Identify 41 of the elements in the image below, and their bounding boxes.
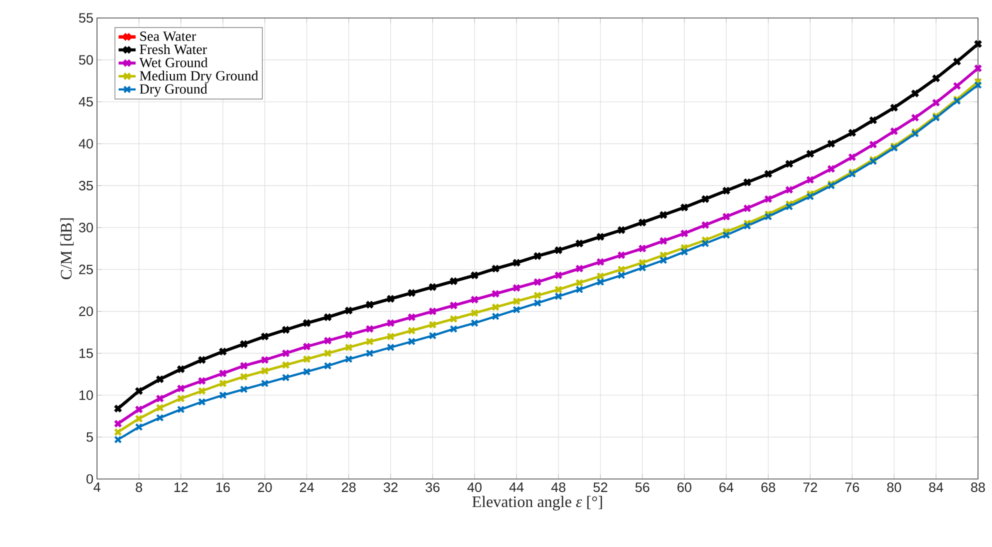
x-tick-label: 88	[971, 482, 985, 492]
legend-label: Medium Dry Ground	[140, 70, 258, 84]
x-tick-label: 40	[467, 482, 482, 492]
legend-label: Sea Water	[140, 32, 196, 41]
x-tick-label: 60	[678, 482, 692, 492]
legend-label: Fresh Water	[140, 44, 207, 54]
x-axis-title: Elevation angle ε [°]	[472, 496, 602, 510]
y-tick-label: 0	[86, 474, 93, 484]
x-tick-label: 8	[136, 482, 142, 492]
y-tick-label: 35	[78, 180, 93, 190]
x-tick-label: 28	[342, 482, 356, 492]
legend-label: Dry Ground	[140, 84, 208, 97]
y-tick-label: 50	[79, 55, 93, 65]
x-tick-label: 72	[803, 482, 818, 492]
y-tick-label: 15	[79, 348, 93, 358]
x-tick-label: 64	[719, 482, 734, 492]
y-tick-label: 30	[78, 222, 93, 232]
x-tick-label: 68	[761, 482, 776, 492]
y-tick-label: 10	[79, 390, 93, 400]
x-tick-label: 12	[174, 482, 188, 492]
y-tick-label: 5	[86, 432, 93, 442]
x-tick-label: 24	[300, 482, 314, 492]
x-tick-label: 56	[635, 482, 650, 492]
x-tick-label: 32	[384, 482, 398, 492]
legend-label: Wet Ground	[139, 57, 208, 68]
x-tick-label: 44	[509, 482, 524, 492]
y-axis-title: C/M [dB]	[60, 218, 74, 280]
x-tick-label: 76	[845, 482, 860, 492]
x-tick-label: 80	[887, 482, 902, 492]
x-tick-label: 48	[551, 482, 566, 492]
y-tick-label: 40	[78, 138, 93, 148]
x-tick-label: 20	[258, 482, 272, 492]
x-tick-label: 4	[94, 482, 100, 492]
x-tick-label: 16	[216, 482, 230, 492]
y-tick-label: 20	[79, 306, 93, 316]
x-tick-label: 52	[593, 482, 608, 492]
y-tick-label: 45	[78, 97, 93, 107]
y-tick-label: 25	[79, 264, 93, 274]
x-tick-label: 36	[426, 482, 440, 492]
y-tick-label: 55	[79, 13, 93, 23]
x-tick-label: 84	[929, 482, 944, 492]
